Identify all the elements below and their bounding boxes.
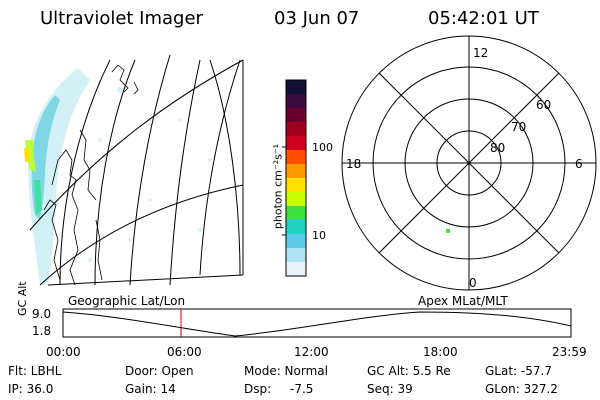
mlat-label-80: 80 [490, 141, 506, 155]
colorbar-cell [286, 192, 306, 207]
footer-dsp-value: -7.5 [290, 382, 314, 396]
mlt-label-12: 12 [473, 46, 489, 60]
aurora-point [446, 229, 450, 233]
colorbar-cell [286, 220, 306, 235]
strip-tick-3: 18:00 [423, 345, 458, 359]
observation-time: 05:42:01 UT [428, 8, 539, 29]
mlat-label-70: 70 [511, 120, 527, 134]
latlon-grid [29, 54, 244, 286]
colorbar-cell [286, 108, 306, 123]
strip-ymax: 9.0 [32, 307, 52, 321]
strip-ylabel: GC Alt [16, 281, 29, 316]
colorbar-cell [286, 248, 306, 263]
colorbar-cell [286, 262, 306, 277]
colorbar-cell [286, 136, 306, 151]
footer-door: Door: Open [125, 364, 194, 378]
strip-tick-1: 06:00 [167, 345, 202, 359]
colorbar-tick-100: 100 [312, 141, 333, 154]
polar-panel-caption: Apex MLat/MLT [418, 294, 508, 308]
footer-seq: Seq: 39 [367, 382, 413, 396]
footer-gc-alt: GC Alt: 5.5 Re [367, 364, 451, 378]
footer-mode: Mode: Normal [244, 364, 328, 378]
mlt-label-18: 18 [346, 157, 362, 171]
strip-ymin: 1.8 [32, 324, 52, 338]
mlt-label-0: 0 [469, 276, 477, 290]
strip-tick-0: 00:00 [46, 345, 81, 359]
colorbar-cell [286, 234, 306, 249]
coastlines [43, 64, 139, 286]
mlt-label-6: 6 [575, 157, 583, 171]
footer-flt: Flt: LBHL [8, 364, 62, 378]
footer-dsp-label: Dsp: [244, 382, 272, 396]
colorbar-tick-10: 10 [312, 229, 326, 242]
colorbar-cell [286, 178, 306, 193]
mlat-label-60: 60 [536, 98, 552, 112]
altitude-trace [62, 311, 572, 337]
colorbar-cell [286, 164, 306, 179]
footer-glat: GLat: -57.7 [485, 364, 552, 378]
colorbar-cell [286, 94, 306, 109]
geo-panel-caption: Geographic Lat/Lon [68, 294, 186, 308]
strip-tick-4: 23:59 [552, 345, 587, 359]
observation-date: 03 Jun 07 [274, 8, 360, 29]
colorbar-cell [286, 80, 306, 95]
instrument-title: Ultraviolet Imager [40, 8, 203, 29]
strip-tick-2: 12:00 [294, 345, 329, 359]
colorbar-cell [286, 150, 306, 165]
colorbar-cell [286, 122, 306, 137]
footer-gain: Gain: 14 [125, 382, 176, 396]
aurora-emission [24, 68, 212, 285]
colorbar-cell [286, 206, 306, 221]
footer-ip: IP: 36.0 [8, 382, 54, 396]
footer-glon: GLon: 327.2 [485, 382, 558, 396]
